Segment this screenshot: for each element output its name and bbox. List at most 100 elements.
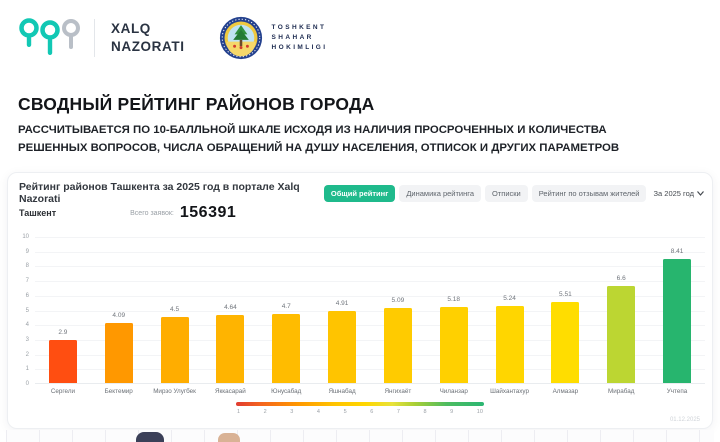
page-subtitle-line1: РАССЧИТЫВАЕТСЯ ПО 10-БАЛЛЬНОЙ ШКАЛЕ ИСХО…	[18, 124, 607, 136]
tashkent-emblem-icon	[219, 16, 263, 60]
bar-9[interactable]	[551, 302, 580, 383]
district-rating-chart: 10 9 8 7 6 5 4 3 2 1 0 2.9 4.09 4.5 4.64 4.7 4.91 5.09 5.1…	[16, 230, 707, 400]
hokimlik-logo[interactable]: TOSHKENT SHAHAR HOKIMLIGI	[219, 16, 328, 60]
gridline	[35, 325, 705, 327]
hokimlik-name: TOSHKENT SHAHAR HOKIMLIGI	[272, 23, 328, 53]
gridline	[35, 266, 705, 268]
gridline	[35, 339, 705, 341]
bar-1[interactable]	[104, 322, 133, 383]
year-filter-label: За 2025 год	[653, 188, 694, 198]
gridline	[35, 369, 705, 371]
x-axis-label: Учтепа	[666, 388, 688, 395]
legend-ticks: 1 2 3 4 5 6 7 8 9 10	[236, 409, 484, 415]
y-axis-tick: 2	[25, 351, 29, 358]
bar-value-label: 5.18	[447, 295, 461, 303]
score-color-legend: 1 2 3 4 5 6 7 8 9 10	[236, 402, 484, 415]
gridline	[35, 354, 705, 356]
x-axis-label: Шайхантахур	[490, 388, 529, 395]
bar-6[interactable]	[383, 308, 412, 383]
bar-value-label: 2.9	[58, 329, 68, 337]
legend-tick: 10	[476, 409, 483, 415]
tab-3[interactable]: Рейтинг по отзывам жителей	[531, 184, 647, 202]
tab-2[interactable]: Отписки	[485, 184, 528, 202]
legend-tick: 8	[423, 409, 427, 415]
update-stamp: 01.12.2025	[669, 417, 700, 423]
tab-bar: Общий рейтинг Динамика рейтинга Отписки Рей…	[323, 184, 647, 202]
brand-name-line1: XALQ	[111, 21, 151, 37]
bar-column-1: 4.09	[91, 237, 147, 383]
bar-3[interactable]	[216, 314, 245, 383]
x-axis-labels: Сергели Бектемир Мирзо Улугбек Яккасарай Юну…	[35, 388, 705, 395]
header: XALQ NAZORATI TOSHKENT SHAHAR HOKIMLI	[18, 13, 327, 63]
bar-column-0: 2.9	[35, 237, 91, 383]
x-axis-label: Чиланзар	[439, 388, 468, 395]
bar-0[interactable]	[48, 340, 77, 383]
bar-7[interactable]	[439, 306, 468, 383]
bar-column-6: 5.09	[370, 237, 426, 383]
bar-column-4: 4.7	[258, 237, 314, 383]
tab-1[interactable]: Динамика рейтинга	[399, 184, 481, 202]
bar-value-label: 8.41	[670, 248, 684, 256]
legend-tick: 9	[450, 409, 454, 415]
x-axis-label: Сергели	[50, 388, 76, 395]
bar-5[interactable]	[328, 310, 357, 383]
y-axis-tick: 10	[22, 234, 29, 240]
x-axis-label: Яшнабад	[328, 388, 356, 395]
bar-8[interactable]	[495, 305, 524, 383]
bar-column-3: 4.64	[202, 237, 258, 383]
legend-tick: 2	[263, 409, 267, 415]
bar-value-label: 4.91	[335, 299, 349, 307]
gridline	[35, 281, 705, 283]
x-axis-label: Янгихаёт	[384, 388, 412, 395]
x-axis-label: Алмазар	[552, 388, 579, 395]
gridline	[35, 295, 705, 297]
bar-column-5: 4.91	[314, 237, 370, 383]
bar-value-label: 4.64	[224, 303, 237, 311]
hokimlik-name-line2: SHAHAR	[271, 33, 314, 41]
hero-section: СВОДНЫЙ РЕЙТИНГ РАЙОНОВ ГОРОДА РАССЧИТЫВ…	[18, 94, 702, 157]
x-axis-label: Мирабад	[607, 388, 635, 395]
tab-0[interactable]: Общий рейтинг	[323, 184, 396, 202]
x-axis-label: Яккасарай	[214, 388, 246, 395]
y-axis-tick: 1	[25, 366, 29, 373]
y-axis-tick: 6	[25, 292, 29, 299]
bar-value-label: 6.6	[616, 274, 626, 282]
gridline	[35, 251, 705, 253]
x-axis-label: Юнусабад	[271, 388, 302, 395]
y-axis-tick: 3	[25, 336, 29, 343]
y-axis-tick: 8	[25, 263, 29, 270]
total-requests-value: 156391	[179, 204, 237, 221]
y-axis-tick: 0	[25, 381, 29, 387]
panel-header: Рейтинг районов Ташкента за 2025 год в п…	[19, 181, 704, 205]
bar-11[interactable]	[663, 259, 692, 383]
legend-tick: 7	[396, 409, 400, 415]
total-requests-label: Всего заявок:	[130, 209, 174, 217]
city-label: Ташкент	[19, 208, 57, 218]
bar-column-10: 6.6	[593, 237, 649, 383]
bar-2[interactable]	[160, 316, 189, 383]
plot-area: 2.9 4.09 4.5 4.64 4.7 4.91 5.09 5.18 5.24 5.51 6.6…	[35, 237, 705, 384]
bar-10[interactable]	[607, 285, 636, 383]
bar-4[interactable]	[272, 313, 301, 383]
year-filter-dropdown[interactable]: За 2025 год	[653, 189, 704, 198]
xalq-nazorati-logo[interactable]: XALQ NAZORATI	[18, 15, 185, 61]
legend-tick: 3	[290, 409, 294, 415]
bar-value-label: 5.24	[503, 294, 516, 302]
bar-column-9: 5.51	[537, 237, 593, 383]
bar-value-label: 4.5	[170, 305, 180, 313]
gridline	[35, 237, 705, 238]
hokimlik-name-line3: HOKIMLIGI	[271, 44, 328, 52]
bar-column-8: 5.24	[482, 237, 538, 383]
page-title: СВОДНЫЙ РЕЙТИНГ РАЙОНОВ ГОРОДА	[18, 94, 375, 114]
xalq-nazorati-pins-icon	[18, 15, 82, 61]
brand-name-line2: NAZORATI	[111, 39, 185, 54]
legend-tick: 1	[237, 409, 241, 415]
brand-name: XALQ NAZORATI	[111, 20, 185, 55]
bar-value-label: 5.51	[559, 291, 572, 299]
preview-thumbnail	[136, 432, 164, 442]
preview-thumbnail	[218, 433, 240, 442]
y-axis-tick: 7	[25, 278, 29, 285]
x-axis-label: Мирзо Улугбек	[153, 388, 196, 395]
x-axis-label: Бектемир	[104, 388, 133, 395]
y-axis-tick: 4	[25, 322, 29, 329]
